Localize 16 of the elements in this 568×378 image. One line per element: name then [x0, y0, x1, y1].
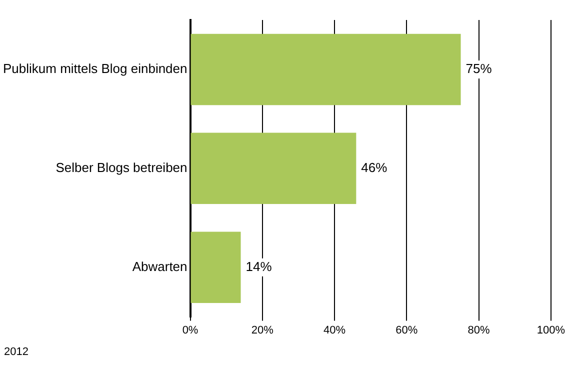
x-tick-label: 80% — [468, 324, 490, 336]
x-tick-label: 20% — [251, 324, 274, 336]
y-tick-label: Publikum mittels Blog einbinden — [2, 61, 188, 76]
bar — [190, 232, 241, 303]
data-label: 14% — [246, 258, 272, 274]
x-tick-label: 40% — [324, 324, 346, 336]
text: 2012 — [4, 346, 28, 358]
bar — [190, 34, 461, 106]
x-tick-label: 100% — [536, 324, 566, 336]
x-tick-label: 0% — [182, 324, 198, 336]
data-label: 75% — [466, 61, 492, 76]
bar — [190, 132, 356, 204]
y-tick-label: Abwarten — [132, 258, 188, 274]
y-tick-label: Selber Blogs betreiben — [56, 160, 188, 175]
x-tick-label: 60% — [396, 324, 418, 336]
data-label: 46% — [361, 160, 388, 175]
